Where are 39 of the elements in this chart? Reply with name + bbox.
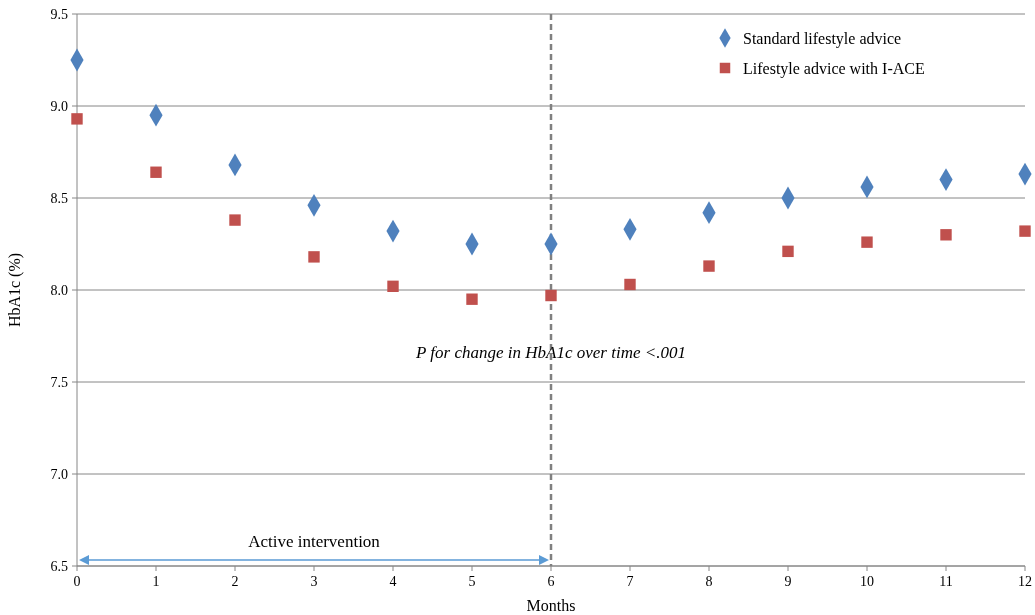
y-tick-label: 7.0 bbox=[50, 467, 68, 482]
x-tick-label: 9 bbox=[784, 574, 792, 589]
point bbox=[466, 293, 478, 305]
x-tick-label: 8 bbox=[705, 574, 713, 589]
x-tick-label: 11 bbox=[939, 574, 953, 589]
point bbox=[545, 289, 557, 302]
x-tick-label: 6 bbox=[547, 574, 555, 589]
x-tick-label: 7 bbox=[626, 574, 634, 589]
point bbox=[229, 214, 241, 226]
x-tick-label: 5 bbox=[468, 574, 476, 589]
point bbox=[782, 245, 794, 258]
y-axis-title: HbA1c (%) bbox=[6, 252, 24, 328]
y-tick-label: 8.5 bbox=[50, 191, 68, 206]
point bbox=[150, 166, 162, 178]
legend-label: Lifestyle advice with I-ACE bbox=[743, 60, 925, 78]
x-tick-label: 0 bbox=[73, 574, 81, 589]
point bbox=[387, 280, 399, 293]
y-tick-label: 7.5 bbox=[50, 375, 68, 390]
x-axis-title: Months bbox=[526, 597, 576, 614]
y-tick-label: 8.0 bbox=[50, 283, 68, 298]
y-tick-label: 9.0 bbox=[50, 99, 68, 114]
x-tick-label: 1 bbox=[152, 574, 160, 589]
annotation: P for change in HbA1c over time <.001 bbox=[415, 342, 686, 362]
x-tick-label: 2 bbox=[231, 574, 239, 589]
y-tick-label: 9.5 bbox=[50, 7, 68, 22]
point bbox=[940, 229, 952, 241]
x-tick-label: 10 bbox=[860, 574, 874, 589]
point bbox=[703, 260, 715, 272]
x-tick-label: 4 bbox=[389, 574, 397, 589]
point bbox=[1019, 225, 1031, 237]
point bbox=[308, 251, 320, 263]
point bbox=[861, 236, 873, 248]
point bbox=[71, 113, 83, 125]
annotation: Active intervention bbox=[248, 532, 381, 551]
x-tick-label: 3 bbox=[310, 574, 318, 589]
y-tick-label: 6.5 bbox=[50, 559, 68, 574]
x-tick-label: 12 bbox=[1018, 574, 1032, 589]
point bbox=[624, 278, 636, 291]
legend-label: Standard lifestyle advice bbox=[743, 30, 902, 48]
